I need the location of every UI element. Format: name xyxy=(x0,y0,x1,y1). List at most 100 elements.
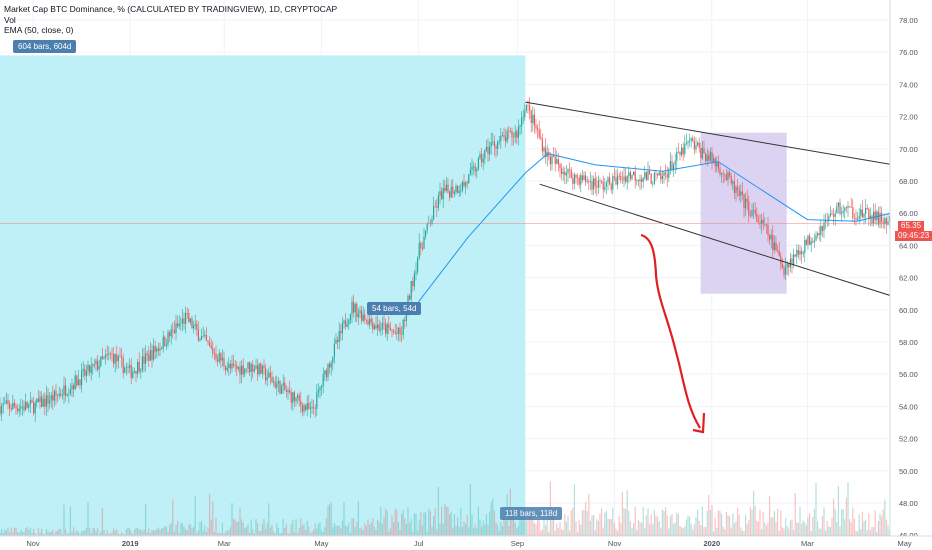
candle-body xyxy=(293,392,295,402)
volume-bar xyxy=(257,522,259,536)
date-range-box[interactable] xyxy=(0,55,526,536)
trend-lines[interactable] xyxy=(525,101,932,538)
candle-body xyxy=(882,221,884,224)
projection-arrow[interactable] xyxy=(640,233,701,429)
volume-bar xyxy=(266,523,268,536)
volume-bar xyxy=(612,507,614,536)
volume-bar xyxy=(649,523,651,536)
trend-line[interactable] xyxy=(539,183,932,538)
candle-body xyxy=(461,182,463,191)
candle-body xyxy=(173,330,175,334)
candle-body xyxy=(156,348,158,352)
candle-body xyxy=(79,379,81,386)
candle-body xyxy=(9,403,11,409)
trend-line[interactable] xyxy=(525,101,932,247)
volume-bar xyxy=(130,531,132,536)
price-axis[interactable] xyxy=(890,0,932,536)
volume-bar xyxy=(565,521,567,536)
candle-body xyxy=(397,327,399,334)
volume-bar xyxy=(626,490,628,536)
candle-body xyxy=(703,148,705,154)
volume-bar xyxy=(442,523,444,536)
candle-body xyxy=(4,403,6,404)
volume-bar xyxy=(421,525,423,536)
candle-body xyxy=(413,273,415,287)
candle-body xyxy=(268,372,270,378)
volume-bar xyxy=(337,525,339,536)
candle-body xyxy=(613,176,615,178)
volume-bar xyxy=(618,515,620,536)
candle-body xyxy=(410,281,412,300)
candle-body xyxy=(871,215,873,224)
candle-body xyxy=(60,393,62,396)
candle-body xyxy=(679,151,681,155)
candle-body xyxy=(295,397,297,402)
volume-bar xyxy=(655,515,657,536)
candle-body xyxy=(181,318,183,324)
candle-body xyxy=(402,319,404,335)
candle-body xyxy=(49,400,51,404)
volume-bar xyxy=(212,501,214,536)
countdown-tag: 09:45:23 xyxy=(895,231,932,241)
candle-body xyxy=(332,356,334,363)
candle-body xyxy=(388,324,390,328)
time-axis[interactable] xyxy=(0,536,932,550)
volume-bar xyxy=(562,530,564,536)
candle-body xyxy=(717,162,719,169)
candle-body xyxy=(146,353,148,355)
candle-body xyxy=(650,173,652,184)
candle-body xyxy=(185,312,187,325)
range-badge-54[interactable]: 54 bars, 54d xyxy=(367,302,422,315)
candle-body xyxy=(559,164,561,169)
candle-body xyxy=(503,135,505,138)
volume-bar xyxy=(137,527,139,536)
volume-bar xyxy=(543,515,545,536)
candle-body xyxy=(121,356,123,359)
candle-body xyxy=(442,187,444,200)
candle-body xyxy=(501,135,503,136)
range-badge-604[interactable]: 604 bars, 604d xyxy=(13,40,77,53)
candle-body xyxy=(786,263,788,268)
candle-body xyxy=(119,356,121,358)
candle-body xyxy=(746,198,748,202)
candle-body xyxy=(463,182,465,187)
legend-vol[interactable]: Vol xyxy=(4,14,16,25)
range-badge-118[interactable]: 118 bars, 118d xyxy=(500,507,563,520)
volume-bar xyxy=(7,527,9,536)
candle-body xyxy=(500,135,502,141)
candle-body xyxy=(257,365,259,375)
volume-bar xyxy=(357,500,359,536)
legend-ema[interactable]: EMA (50, close, 0) xyxy=(4,25,74,35)
candle-body xyxy=(729,172,731,176)
volume-bar xyxy=(639,521,641,536)
candle-body xyxy=(578,177,580,185)
candle-body xyxy=(141,356,143,370)
volume-bar xyxy=(487,524,489,536)
volume-bar xyxy=(164,526,166,536)
volume-bar xyxy=(530,513,532,536)
candle-body xyxy=(258,363,260,375)
candle-body xyxy=(757,221,759,223)
volume-bar xyxy=(138,529,140,536)
candle-body xyxy=(290,392,292,403)
legend-title[interactable]: Market Cap BTC Dominance, % (CALCULATED … xyxy=(4,4,338,14)
volume-bar xyxy=(258,531,260,536)
volume-bar xyxy=(373,526,375,536)
volume-bar xyxy=(860,528,862,536)
volume-bar xyxy=(561,528,563,536)
volume-bar xyxy=(497,524,499,536)
volume-bar xyxy=(397,521,399,536)
volume-bar xyxy=(679,525,681,536)
volume-bar xyxy=(433,515,435,536)
volume-bar xyxy=(18,532,20,536)
candle-body xyxy=(356,304,358,318)
volume-bar xyxy=(873,527,875,536)
volume-bar xyxy=(2,532,4,536)
candle-body xyxy=(698,142,700,148)
candle-body xyxy=(506,130,508,142)
volume-bar xyxy=(354,527,356,536)
candle-body xyxy=(519,125,521,127)
volume-bar xyxy=(420,512,422,536)
volume-bar xyxy=(869,530,871,536)
